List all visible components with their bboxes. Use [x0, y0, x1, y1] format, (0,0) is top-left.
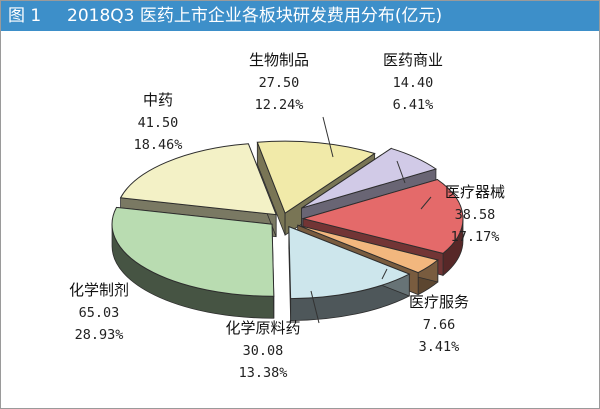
slice-value-label: 65.03 — [79, 305, 120, 321]
slice-name-label: 化学原料药 — [225, 319, 300, 337]
slice-name-label: 生物制品 — [249, 51, 309, 69]
slice-percent-label: 3.41% — [419, 339, 460, 355]
slice-percent-label: 6.41% — [393, 97, 434, 113]
leader-line — [322, 116, 334, 158]
leader-line — [310, 290, 320, 324]
leader-line — [420, 196, 432, 210]
figure-label: 图 1 — [8, 6, 42, 26]
slice-name-label: 医药商业 — [383, 51, 443, 69]
slice-percent-label: 18.46% — [134, 137, 183, 153]
pie-slice — [288, 225, 411, 322]
chart-title: 2018Q3 医药上市企业各板块研发费用分布(亿元) — [67, 6, 443, 26]
slice-value-label: 38.58 — [455, 207, 496, 223]
pie-slice — [111, 206, 275, 319]
slice-percent-label: 17.17% — [451, 229, 500, 245]
slice-name-label: 医疗器械 — [445, 183, 505, 201]
slice-name-label: 医疗服务 — [409, 293, 469, 311]
slice-percent-label: 13.38% — [239, 365, 288, 381]
leader-line — [396, 160, 406, 184]
slice-value-label: 27.50 — [259, 75, 300, 91]
slice-percent-label: 12.24% — [255, 97, 304, 113]
slice-value-label: 41.50 — [138, 115, 179, 131]
slice-name-label: 中药 — [143, 91, 173, 109]
leader-line — [381, 268, 388, 280]
figure-title-bar: 图 1 2018Q3 医药上市企业各板块研发费用分布(亿元) — [1, 1, 599, 31]
slice-value-label: 14.40 — [393, 75, 434, 91]
slice-name-label: 化学制剂 — [69, 281, 129, 299]
slice-value-label: 7.66 — [423, 317, 456, 333]
slice-value-label: 30.08 — [243, 343, 284, 359]
slice-percent-label: 28.93% — [75, 327, 124, 343]
